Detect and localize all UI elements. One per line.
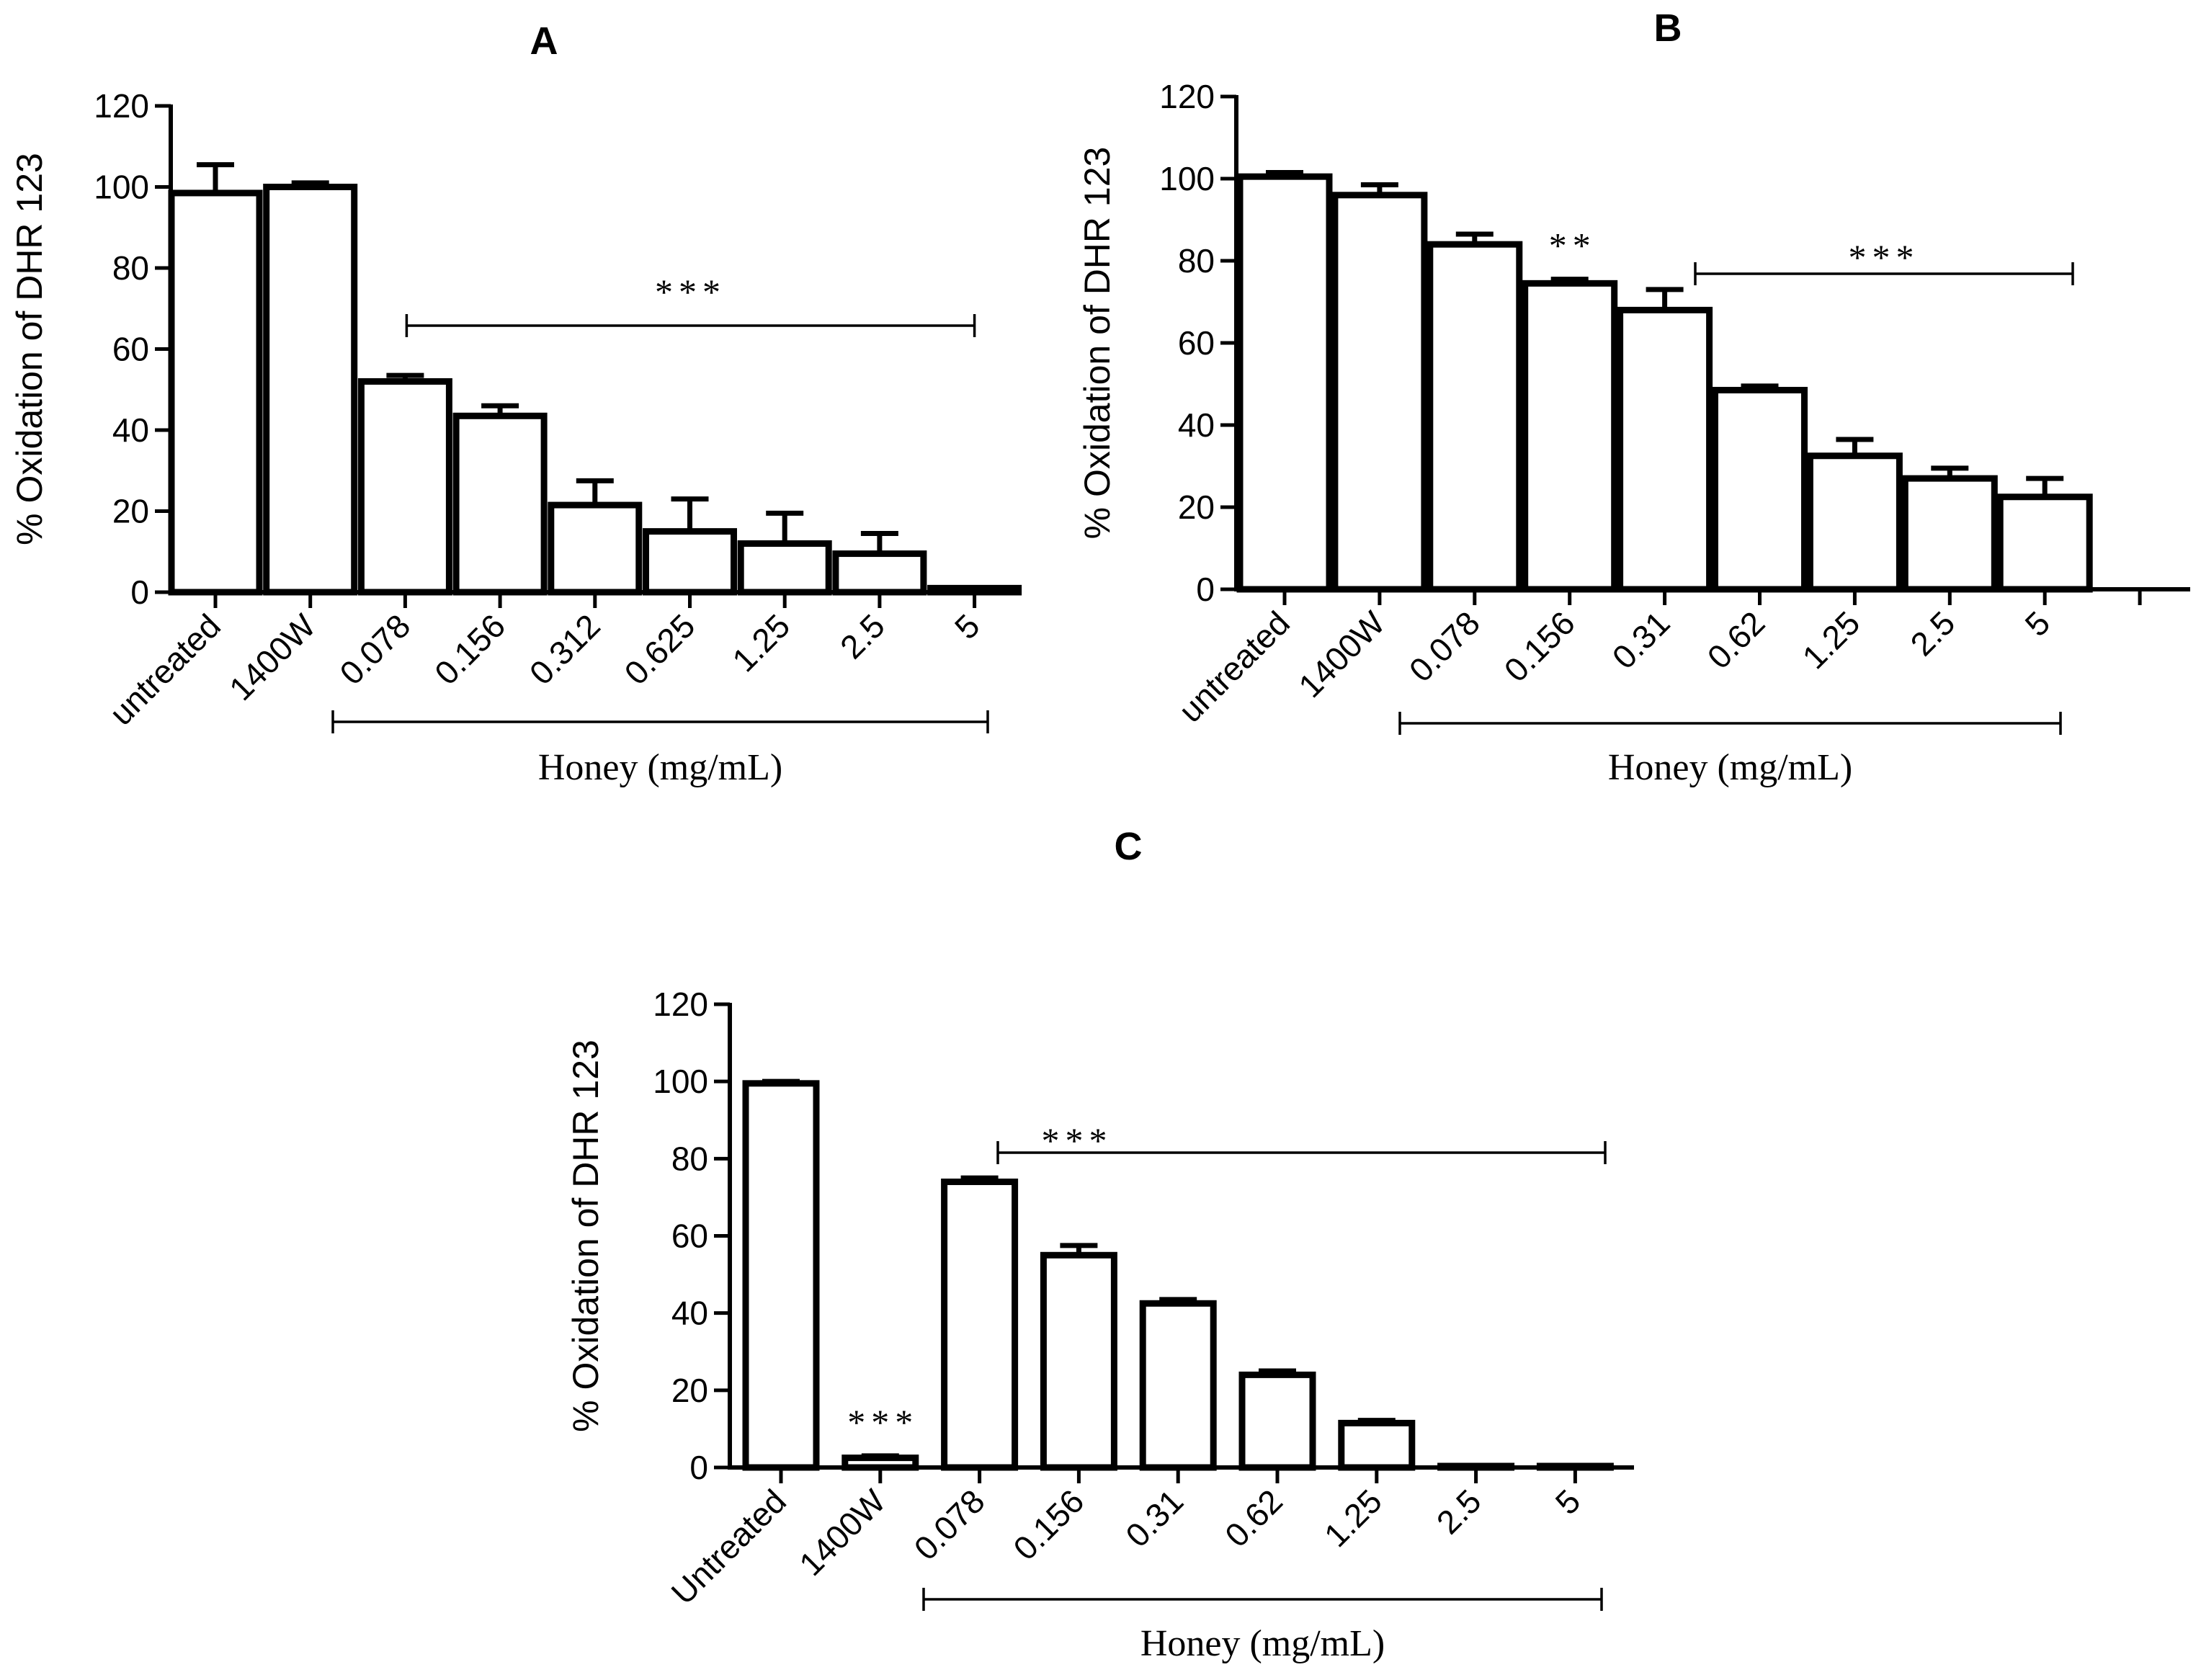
y-tick-label: 100 <box>94 169 149 206</box>
y-tick-label: 100 <box>1159 160 1215 197</box>
significance-bracket <box>1694 262 2074 285</box>
x-tick-label: 2.5 <box>833 607 892 666</box>
y-axis-label: % Oxidation of DHR 123 <box>566 1040 606 1432</box>
x-tick-label: 0.078 <box>332 607 417 692</box>
x-tick-label: 0.625 <box>617 607 702 692</box>
x-tick-label: 0.62 <box>1700 604 1772 676</box>
bar-b-7 <box>1901 475 1998 593</box>
group-label: Honey (mg/mL) <box>1608 747 1852 788</box>
x-tick-label: untreated <box>102 607 228 732</box>
y-tick-label: 40 <box>112 411 149 449</box>
bar-c-6 <box>1338 1419 1416 1471</box>
y-axis-label: % Oxidation of DHR 123 <box>1077 147 1117 540</box>
x-tick-label: 1.25 <box>1317 1482 1389 1554</box>
bar-a-1 <box>263 184 358 596</box>
bar-b-8 <box>1996 493 2093 593</box>
bar-b-0 <box>1236 173 1333 593</box>
y-tick-label: 0 <box>130 573 149 611</box>
x-tick-label: 1.25 <box>1795 604 1867 676</box>
panel-b: B % Oxidation of DHR 123 0 20 40 60 80 100 120 un… <box>1077 6 2190 788</box>
bar-c-1 <box>841 1455 919 1471</box>
group-label: Honey (mg/mL) <box>1140 1623 1385 1664</box>
bar-c-5 <box>1238 1371 1316 1471</box>
y-tick-label: 120 <box>653 986 708 1023</box>
bar-c-3 <box>1040 1251 1117 1471</box>
bar-a-0 <box>168 189 263 596</box>
y-tick-label: 60 <box>112 331 149 368</box>
significance-bracket <box>405 314 976 337</box>
bar-a-6 <box>737 540 832 596</box>
x-tick-label: 5 <box>1548 1482 1588 1522</box>
bar-c-2 <box>941 1178 1019 1471</box>
y-tick-label: 80 <box>112 249 149 287</box>
y-tick-label: 120 <box>94 87 149 125</box>
x-tick-label: 0.078 <box>906 1482 991 1567</box>
x-tick-label: 2.5 <box>1903 604 1962 663</box>
y-tick-label: 0 <box>1196 571 1215 608</box>
bar-b-2 <box>1427 241 1523 593</box>
bar-c-8 <box>1536 1462 1614 1471</box>
x-tick-label: Untreated <box>664 1482 793 1612</box>
x-tick-label: 0.078 <box>1402 604 1487 689</box>
panel-letter: A <box>530 19 558 63</box>
x-tick-label: 1400W <box>1291 604 1392 705</box>
significance-label: ** <box>1549 225 1597 266</box>
bar-c-7 <box>1437 1462 1515 1471</box>
bar-c-0 <box>742 1080 820 1471</box>
bar-b-4 <box>1617 306 1713 593</box>
panel-letter: C <box>1115 825 1143 868</box>
bar-b-6 <box>1806 452 1903 593</box>
bar-c-4 <box>1139 1300 1217 1471</box>
panel-letter: B <box>1654 6 1682 50</box>
x-tick-label: 5 <box>2017 604 2057 643</box>
y-tick-label: 0 <box>689 1449 708 1486</box>
x-tick-label: 0.31 <box>1118 1482 1190 1554</box>
bar-a-5 <box>643 528 737 596</box>
y-tick-label: 40 <box>1178 406 1215 444</box>
y-tick-label: 80 <box>671 1140 708 1177</box>
x-tick-label: 0.31 <box>1605 604 1677 676</box>
y-tick-label: 40 <box>671 1295 708 1332</box>
panel-c: C % Oxidation of DHR 123 0 20 40 60 80 100 120 Un… <box>566 825 1634 1664</box>
group-bracket <box>1398 712 2062 735</box>
y-tick-label: 100 <box>653 1063 708 1100</box>
x-tick-label: 5 <box>947 607 987 646</box>
bar-a-2 <box>357 378 452 596</box>
bar-b-5 <box>1712 387 1808 593</box>
y-tick-label: 20 <box>112 493 149 530</box>
y-tick-label: 120 <box>1159 78 1215 115</box>
panel-a: A % Oxidation of DHR 123 0 20 40 60 80 100 120 un… <box>9 19 1022 788</box>
bar-b-3 <box>1522 280 1618 593</box>
bar-a-8 <box>927 584 1022 596</box>
y-tick-label: 80 <box>1178 242 1215 280</box>
x-tick-label: 0.62 <box>1218 1482 1290 1554</box>
bar-a-4 <box>548 501 643 596</box>
x-tick-label: 2.5 <box>1429 1482 1488 1541</box>
y-tick-label: 20 <box>1178 488 1215 526</box>
group-label: Honey (mg/mL) <box>538 747 782 788</box>
y-tick-label: 60 <box>671 1217 708 1255</box>
significance-label: *** <box>655 272 726 312</box>
x-tick-label: 1400W <box>792 1482 893 1583</box>
x-tick-label: untreated <box>1171 604 1297 729</box>
y-tick-label: 20 <box>671 1372 708 1409</box>
y-axis-label: % Oxidation of DHR 123 <box>9 153 50 545</box>
group-bracket <box>922 1588 1603 1611</box>
x-tick-label: 1.25 <box>725 607 797 679</box>
bar-a-7 <box>832 550 927 596</box>
bar-b-1 <box>1331 192 1428 593</box>
significance-bracket <box>996 1141 1607 1164</box>
significance-label: *** <box>847 1402 919 1442</box>
group-bracket <box>331 710 989 733</box>
bar-a-3 <box>452 412 548 596</box>
significance-label: *** <box>1849 237 1920 277</box>
significance-label: *** <box>1042 1120 1113 1161</box>
x-tick-label: 0.156 <box>1497 604 1582 689</box>
x-tick-label: 0.312 <box>522 607 607 692</box>
x-tick-label: 1400W <box>222 607 323 707</box>
x-tick-label: 0.156 <box>427 607 512 692</box>
y-tick-label: 60 <box>1178 324 1215 362</box>
x-tick-label: 0.156 <box>1006 1482 1091 1567</box>
